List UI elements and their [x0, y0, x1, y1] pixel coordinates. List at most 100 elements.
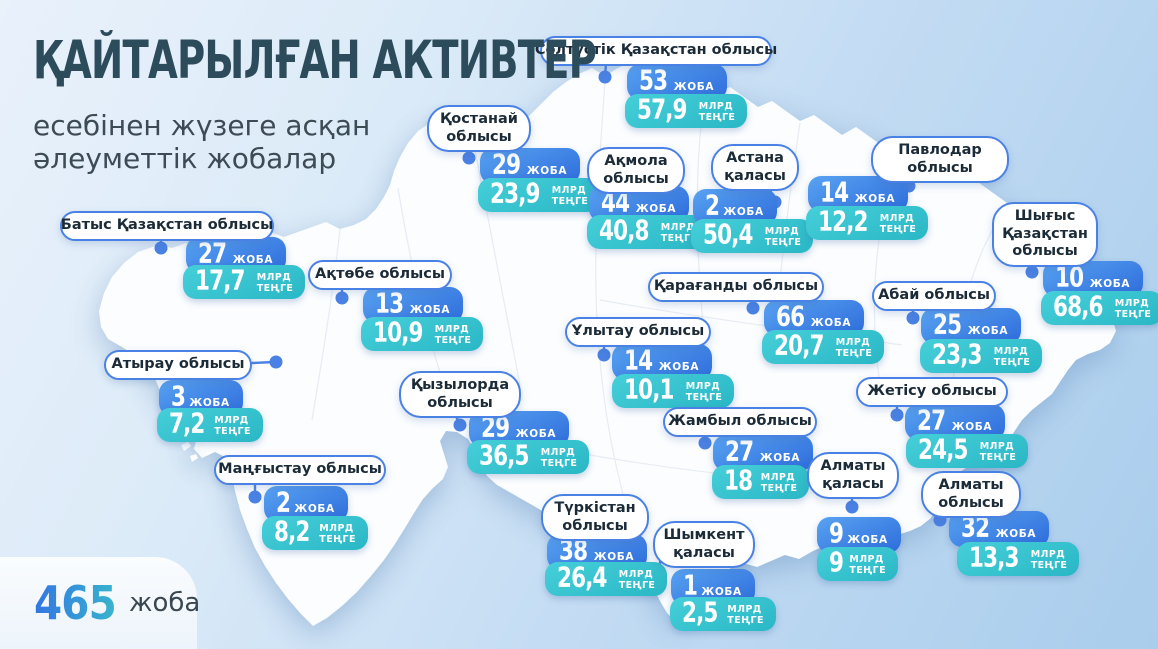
amount-unit-bottom: ТЕҢГЕ [1114, 308, 1152, 320]
projects-count: 32 [961, 511, 990, 544]
projects-count: 13 [375, 287, 404, 320]
map-marker-dot-karagandy [746, 301, 760, 315]
map-marker-dot-batys-kazakhstan [154, 241, 168, 255]
amount-unit-label: МЛРД ТЕҢГЕ [660, 222, 698, 244]
amount-unit-label: МЛРД ТЕҢГЕ [835, 337, 873, 359]
amount-badge-shymkent: 2,5 МЛРД ТЕҢГЕ [670, 597, 776, 631]
page-subtitle-line2: әлеуметтік жобалар [33, 142, 337, 176]
amount-value: 13,3 [969, 541, 1019, 574]
amount-unit-label: МЛРД ТЕҢГЕ [764, 226, 802, 248]
amount-unit-label: МЛРД ТЕҢГЕ [849, 554, 887, 576]
projects-count: 27 [198, 237, 227, 270]
amount-badge-zhetisu: 24,5 МЛРД ТЕҢГЕ [906, 434, 1029, 468]
map-marker-dot-shygys-kazakhstan [1025, 265, 1039, 279]
map-marker-dot-mangystau [248, 490, 262, 504]
amount-unit-label: МЛРД ТЕҢГЕ [319, 523, 356, 545]
amount-unit-label: МЛРД ТЕҢГЕ [540, 447, 578, 469]
amount-badge-abay: 23,3 МЛРД ТЕҢГЕ [920, 338, 1043, 373]
amount-unit-label: МЛРД ТЕҢГЕ [434, 324, 472, 346]
amount-unit-bottom: ТЕҢГЕ [879, 223, 917, 235]
amount-unit-bottom: ТЕҢГЕ [727, 614, 764, 626]
page-subtitle: есебінен жүзеге асқан әлеуметтік жобалар [33, 109, 720, 175]
amount-value: 7,2 [169, 407, 205, 440]
total-projects-value: 465 [34, 576, 117, 630]
region-label-shygys-kazakhstan: Шығыс Қазақстан облысы [992, 202, 1098, 268]
amount-unit-bottom: ТЕҢГЕ [1030, 559, 1068, 571]
map-marker-dot-kostanay [462, 151, 476, 165]
amount-unit-bottom: ТЕҢГЕ [256, 282, 294, 294]
region-label-soltustik-kazakhstan: Солтүстік Қазақстан облысы [535, 36, 777, 66]
amount-unit-bottom: ТЕҢГЕ [849, 564, 887, 576]
projects-count: 66 [776, 300, 805, 333]
amount-unit-top: МЛРД [618, 569, 654, 581]
region-label-akmola: Ақмола облысы [587, 147, 685, 195]
total-projects-unit: жоба [129, 588, 201, 618]
amount-badge-almaty-city: 9 МЛРД ТЕҢГЕ [817, 546, 899, 581]
projects-unit-label: ЖОБА [723, 206, 764, 218]
region-label-abay: Абай облысы [872, 281, 996, 311]
amount-unit-label: МЛРД ТЕҢГЕ [1030, 549, 1068, 571]
amount-value: 12,2 [818, 205, 868, 238]
amount-badge-ulytau: 10,1 МЛРД ТЕҢГЕ [612, 374, 735, 408]
amount-value: 40,8 [599, 214, 649, 247]
projects-badge-abay: 25 ЖОБА [921, 308, 1022, 344]
region-label-mangystau: Маңғыстау облысы [214, 455, 386, 485]
projects-unit-label: ЖОБА [515, 428, 557, 440]
amount-value: 10,9 [373, 316, 423, 349]
map-marker-dot-almaty-city [845, 500, 859, 514]
amount-unit-bottom: ТЕҢГЕ [835, 347, 873, 359]
map-marker-dot-atyrau [269, 355, 283, 369]
amount-unit-top: МЛРД [698, 101, 734, 113]
amount-unit-top: МЛРД [727, 604, 762, 616]
projects-unit-label: ЖОБА [995, 528, 1037, 540]
amount-value: 23,3 [932, 338, 982, 371]
region-label-kyzylorda: Қызылорда облысы [399, 371, 521, 419]
projects-count: 38 [559, 534, 588, 567]
region-label-turkistan: Түркістан облысы [541, 494, 649, 542]
projects-unit-label: ЖОБА [967, 325, 1009, 337]
projects-count: 10 [1055, 261, 1084, 294]
projects-count: 14 [624, 344, 653, 377]
map-marker-dot-soltustik-kazakhstan [598, 70, 612, 84]
map-marker-dot-ulytau [597, 348, 611, 362]
projects-count: 1 [683, 569, 698, 602]
amount-unit-bottom: ТЕҢГЕ [760, 482, 798, 494]
amount-unit-label: МЛРД ТЕҢГЕ [698, 101, 736, 123]
amount-unit-bottom: ТЕҢГЕ [979, 451, 1017, 463]
map-marker-dot-zhetisu [890, 408, 904, 422]
amount-badge-aktobe: 10,9 МЛРД ТЕҢГЕ [361, 316, 484, 351]
amount-unit-bottom: ТЕҢГЕ [764, 236, 802, 248]
amount-unit-label: МЛРД ТЕҢГЕ [727, 604, 764, 626]
amount-unit-bottom: ТЕҢГЕ [434, 334, 472, 346]
amount-unit-bottom: ТЕҢГЕ [660, 232, 698, 244]
amount-unit-bottom: ТЕҢГЕ [214, 425, 251, 437]
amount-unit-top: МЛРД [434, 324, 470, 336]
projects-count: 29 [481, 411, 510, 444]
region-label-ulytau: Ұлытау облысы [565, 317, 711, 347]
amount-badge-pavlodar: 12,2 МЛРД ТЕҢГЕ [806, 205, 929, 240]
amount-badge-kyzylorda: 36,5 МЛРД ТЕҢГЕ [467, 440, 590, 474]
amount-unit-bottom: ТЕҢГЕ [319, 533, 356, 545]
region-label-batys-kazakhstan: Батыс Қазақстан облысы [60, 211, 274, 241]
map-marker-dot-abay [906, 311, 920, 325]
amount-badge-almaty-oblysy: 13,3 МЛРД ТЕҢГЕ [957, 541, 1080, 576]
region-label-karagandy: Қарағанды облысы [648, 272, 824, 302]
region-label-astana: Астана қаласы [711, 144, 799, 192]
projects-unit-label: ЖОБА [701, 586, 742, 598]
amount-value: 26,4 [557, 561, 607, 594]
region-label-atyrau: Атырау облысы [104, 350, 252, 380]
amount-value: 23,9 [490, 177, 540, 210]
amount-unit-label: МЛРД ТЕҢГЕ [760, 472, 798, 494]
amount-unit-label: МЛРД ТЕҢГЕ [552, 185, 589, 207]
amount-unit-top: МЛРД [764, 226, 800, 238]
amount-value: 9 [829, 546, 844, 579]
amount-unit-top: МЛРД [760, 472, 796, 484]
page-subtitle-line1: есебінен жүзеге асқан [33, 109, 371, 142]
region-label-zhambyl: Жамбыл облысы [663, 407, 817, 437]
projects-unit-label: ЖОБА [847, 534, 888, 546]
amount-badge-kostanay: 23,9 МЛРД ТЕҢГЕ [478, 177, 601, 212]
amount-unit-bottom: ТЕҢГЕ [540, 457, 578, 469]
header: ҚАЙТАРЫЛҒАН АКТИВТЕР есебінен жүзеге асқ… [33, 30, 720, 175]
amount-unit-label: МЛРД ТЕҢГЕ [214, 415, 251, 437]
